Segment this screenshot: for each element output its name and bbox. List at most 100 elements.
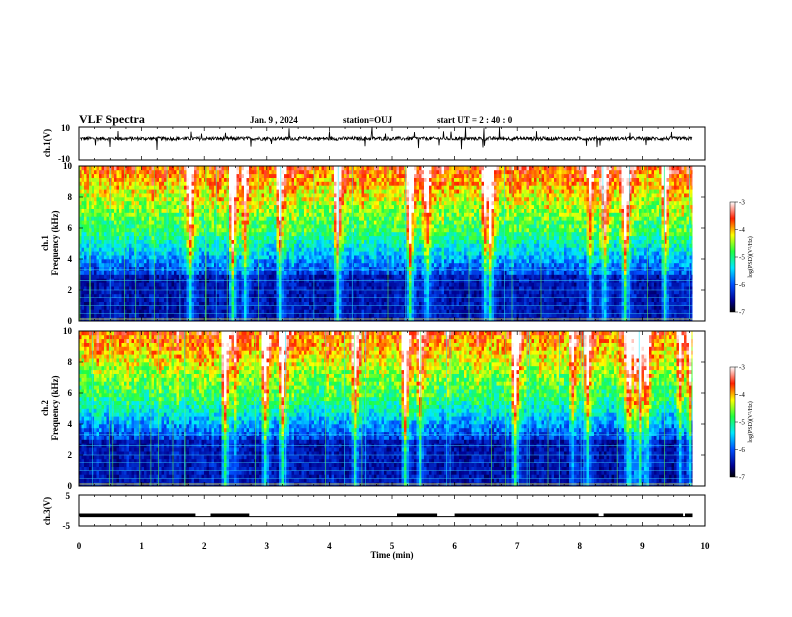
spectrogram-cell	[87, 193, 90, 197]
spectrogram-cell	[289, 189, 292, 193]
spectrogram-cell	[97, 178, 100, 182]
spectrogram-cell	[149, 263, 152, 267]
spectrogram-cell	[209, 267, 212, 271]
spectrogram-cell	[287, 224, 290, 228]
spectrogram-cell	[339, 259, 342, 263]
spectrogram-cell	[302, 224, 305, 228]
spectrogram-cell	[217, 275, 220, 279]
spectrogram-cell	[277, 298, 280, 302]
spectrogram-cell	[317, 197, 320, 201]
spectrogram-cell	[117, 197, 120, 201]
spectrogram-cell	[229, 251, 232, 255]
spectrogram-cell	[287, 228, 290, 232]
spectrogram-cell	[352, 282, 355, 286]
spectrogram-cell	[232, 236, 235, 240]
spectrogram-cell	[344, 185, 347, 189]
spectrogram-cell	[292, 216, 295, 220]
spectrogram-cell	[219, 166, 222, 170]
spectrogram-cell	[304, 170, 307, 174]
spectrogram-cell	[264, 224, 267, 228]
spectrogram-cell	[147, 302, 150, 306]
spectrogram-cell	[269, 166, 272, 170]
spectrogram-cell	[234, 201, 237, 205]
spectrogram-cell	[262, 232, 265, 236]
spectrogram-cell	[304, 267, 307, 271]
ch1-waveform-panel: 10 -10 ch.1(V)	[42, 123, 705, 164]
spectrogram-cell	[354, 275, 357, 279]
spectrogram-cell	[184, 290, 187, 294]
spectrogram-cell	[289, 201, 292, 205]
spectrogram-cell	[234, 193, 237, 197]
spectrogram-cell	[329, 216, 332, 220]
spectrogram-cell	[232, 275, 235, 279]
spectrogram-cell	[309, 263, 312, 267]
spectrogram-cell	[207, 201, 210, 205]
spectrogram-cell	[82, 166, 85, 170]
spectrogram-cell	[217, 290, 220, 294]
spectrogram-cell	[229, 286, 232, 290]
spectrogram-cell	[322, 263, 325, 267]
spectrogram-cell	[207, 275, 210, 279]
spectrogram-cell	[92, 170, 95, 174]
spectrogram-cell	[162, 251, 165, 255]
spectrogram-cell	[324, 286, 327, 290]
spectrogram-cell	[314, 313, 317, 317]
spectrogram-cell	[232, 228, 235, 232]
spectrogram-cell	[82, 282, 85, 286]
spectrogram-cell	[374, 209, 377, 213]
spectrogram-cell	[332, 220, 335, 224]
spectrogram-cell	[107, 213, 110, 217]
spectrogram-cell	[182, 178, 185, 182]
spectrogram-cell	[159, 213, 162, 217]
spectrogram-cell	[259, 189, 262, 193]
spectrogram-cell	[344, 240, 347, 244]
spectrogram-cell	[122, 185, 125, 189]
spectrogram-cell	[142, 259, 145, 263]
spectrogram-cell	[382, 306, 385, 310]
spectrogram-cell	[347, 240, 350, 244]
spectrogram-cell	[309, 220, 312, 224]
spectrogram-cell	[377, 197, 380, 201]
spectrogram-cell	[329, 255, 332, 259]
spectrogram-cell	[314, 240, 317, 244]
spectrogram-cell	[132, 306, 135, 310]
spectrogram-cell	[172, 178, 175, 182]
spectrogram-cell	[119, 244, 122, 248]
spectrogram-cell	[94, 174, 97, 178]
spectrogram-cell	[212, 232, 215, 236]
spectrogram-cell	[274, 182, 277, 186]
spectrogram-cell	[342, 220, 345, 224]
spectrogram-cell	[224, 201, 227, 205]
spectrogram-cell	[257, 189, 260, 193]
spectrogram-cell	[164, 236, 167, 240]
spectrogram-cell	[234, 197, 237, 201]
ch1-waveform-frame	[79, 127, 705, 160]
spectrogram-cell	[207, 271, 210, 275]
spectrogram-cell	[379, 306, 382, 310]
spectrogram-cell	[377, 174, 380, 178]
spectrogram-cell	[97, 275, 100, 279]
spectrogram-cell	[257, 213, 260, 217]
spectrogram-cell	[369, 240, 372, 244]
spectrogram-cell	[224, 275, 227, 279]
spectrogram-cell	[302, 306, 305, 310]
spectrogram-cell	[369, 313, 372, 317]
spectrogram-cell	[317, 182, 320, 186]
spectrogram-cell	[284, 271, 287, 275]
spectrogram-cell	[222, 205, 225, 209]
spectrogram-cell	[209, 228, 212, 232]
spectrogram-cell	[197, 267, 200, 271]
spectrogram-cell	[259, 205, 262, 209]
spectrogram-cell	[174, 244, 177, 248]
spectrogram-cell	[117, 282, 120, 286]
spectrogram-cell	[169, 240, 172, 244]
spectrogram-cell	[127, 282, 130, 286]
spectrogram-cell	[129, 271, 132, 275]
spectrogram-cell	[297, 302, 300, 306]
spectrogram-cell	[374, 220, 377, 224]
spectrogram-cell	[254, 189, 257, 193]
spectrogram-cell	[309, 236, 312, 240]
spectrogram-cell	[254, 209, 257, 213]
spectrogram-cell	[362, 189, 365, 193]
spectrogram-cell	[229, 302, 232, 306]
